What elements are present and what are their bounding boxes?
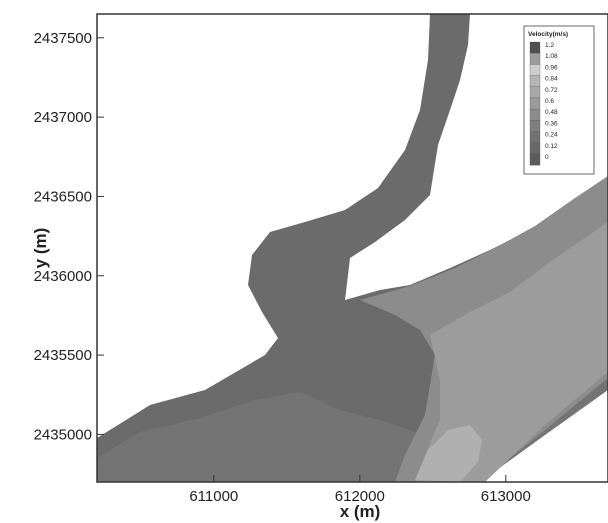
x-axis: 611000 612000 613000 (189, 475, 531, 505)
legend-swatch (529, 64, 541, 76)
legend-label: 1.08 (545, 53, 558, 60)
legend-swatch (529, 109, 541, 121)
legend-swatch (529, 142, 541, 155)
x-tick-label: 611000 (189, 488, 238, 505)
legend-swatch (529, 131, 541, 143)
legend-swatch (529, 53, 541, 65)
legend-label: 0.48 (545, 109, 558, 116)
legend-swatch (529, 41, 541, 54)
x-tick-label: 612000 (335, 488, 385, 505)
legend-swatch (529, 75, 541, 87)
y-axis: 2437500 2437000 2436500 2436000 2435500 24350… (34, 30, 104, 443)
y-tick-label: 2437000 (34, 109, 92, 126)
legend-label: 0.84 (545, 76, 558, 83)
legend-label: 0.6 (545, 98, 554, 105)
legend-swatch (529, 153, 541, 166)
legend-label: 0.12 (545, 143, 558, 150)
legend-label: 0.36 (545, 120, 558, 127)
legend-label: 0.72 (545, 87, 558, 94)
y-tick-label: 2436000 (34, 268, 92, 285)
legend-label: 0.24 (545, 132, 558, 139)
legend-label: 0.96 (545, 64, 558, 71)
region-main-channel-fast (415, 222, 608, 482)
y-tick-label: 2435000 (34, 426, 92, 443)
y-tick-label: 2435500 (34, 347, 92, 364)
legend-swatch (529, 86, 541, 99)
y-tick-label: 2436500 (34, 188, 92, 205)
legend-swatch (529, 120, 541, 132)
legend: Velocity(m/s) 1.2 1.08 0.96 0.84 0.72 0.6 0.48… (523, 25, 595, 175)
contour-regions (97, 14, 608, 482)
legend-label: 0 (545, 154, 549, 161)
region-main-channel-peak (415, 425, 482, 482)
legend-label: 1.2 (545, 42, 554, 49)
legend-swatch (529, 97, 541, 110)
legend-title: Velocity(m/s) (528, 31, 568, 38)
y-axis-label: y (m) (31, 228, 50, 269)
x-tick-label: 613000 (481, 488, 531, 505)
plot-frame (96, 13, 608, 483)
y-tick-label: 2437500 (34, 30, 92, 47)
x-axis-label: x (m) (340, 502, 381, 521)
